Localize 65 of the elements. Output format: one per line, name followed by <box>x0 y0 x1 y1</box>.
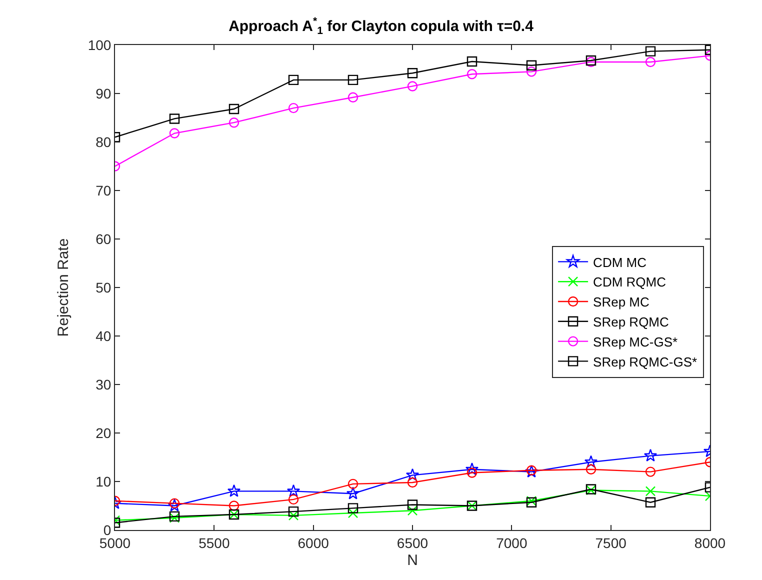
point <box>168 498 182 512</box>
point <box>348 92 358 102</box>
x-tick-label: 6500 <box>396 534 428 551</box>
y-tick-label: 50 <box>96 279 112 296</box>
legend-label: CDM MC <box>593 254 646 270</box>
point <box>169 114 180 124</box>
point <box>466 69 478 80</box>
point <box>644 448 658 462</box>
point <box>645 56 656 68</box>
point <box>348 74 358 86</box>
legend-label: SRep MC <box>593 294 650 310</box>
point <box>348 478 358 490</box>
point <box>288 494 299 505</box>
point <box>645 466 656 477</box>
x-tick-label: 7000 <box>496 534 528 551</box>
point <box>407 506 418 516</box>
y-tick-label: 100 <box>88 36 112 53</box>
point <box>466 468 478 478</box>
point <box>228 500 240 511</box>
x-tick-label: 5500 <box>198 534 230 551</box>
point <box>288 510 299 521</box>
point <box>407 477 418 488</box>
y-tick-label: 60 <box>96 230 112 247</box>
point <box>407 500 418 510</box>
y-tick-label: 10 <box>96 473 112 490</box>
point <box>645 497 656 508</box>
legend-label: CDM RQMC <box>593 274 666 290</box>
point <box>288 506 299 517</box>
y-axis-title: Rejection Rate <box>55 238 72 337</box>
legend-label: SRep RQMC-GS* <box>593 354 698 370</box>
legend-label: SRep RQMC <box>593 314 669 330</box>
y-tick-label: 90 <box>96 85 112 102</box>
y-tick-label: 70 <box>96 182 112 198</box>
point <box>286 484 300 497</box>
point <box>526 60 537 70</box>
point <box>526 66 537 77</box>
point <box>288 102 299 114</box>
x-axis-title: N <box>407 552 418 569</box>
point <box>288 74 299 86</box>
x-tick-label: 8000 <box>694 534 726 551</box>
point <box>228 104 240 114</box>
point <box>645 486 656 496</box>
point <box>348 508 358 518</box>
x-tick-label: 7500 <box>595 534 627 551</box>
y-tick-label: 20 <box>96 424 112 441</box>
legend-label: SRep MC-GS* <box>593 334 678 350</box>
point <box>584 455 598 468</box>
point <box>406 468 420 481</box>
point <box>169 128 180 138</box>
point <box>407 81 418 92</box>
point <box>465 462 479 476</box>
point <box>169 498 180 508</box>
point <box>586 464 596 474</box>
y-tick-label: 80 <box>96 134 112 150</box>
x-tick-label: 6000 <box>298 534 330 551</box>
point <box>645 46 656 56</box>
point <box>407 68 418 78</box>
point <box>348 503 358 514</box>
point <box>227 484 241 497</box>
chart-title: Approach A$^{*}$$_{1}$ for Clayton copula with τ=0.4 <box>228 16 534 37</box>
point <box>466 56 478 67</box>
y-tick-label: 40 <box>96 328 112 344</box>
point <box>346 486 360 500</box>
y-tick-label: 30 <box>96 376 112 392</box>
point <box>228 118 240 128</box>
